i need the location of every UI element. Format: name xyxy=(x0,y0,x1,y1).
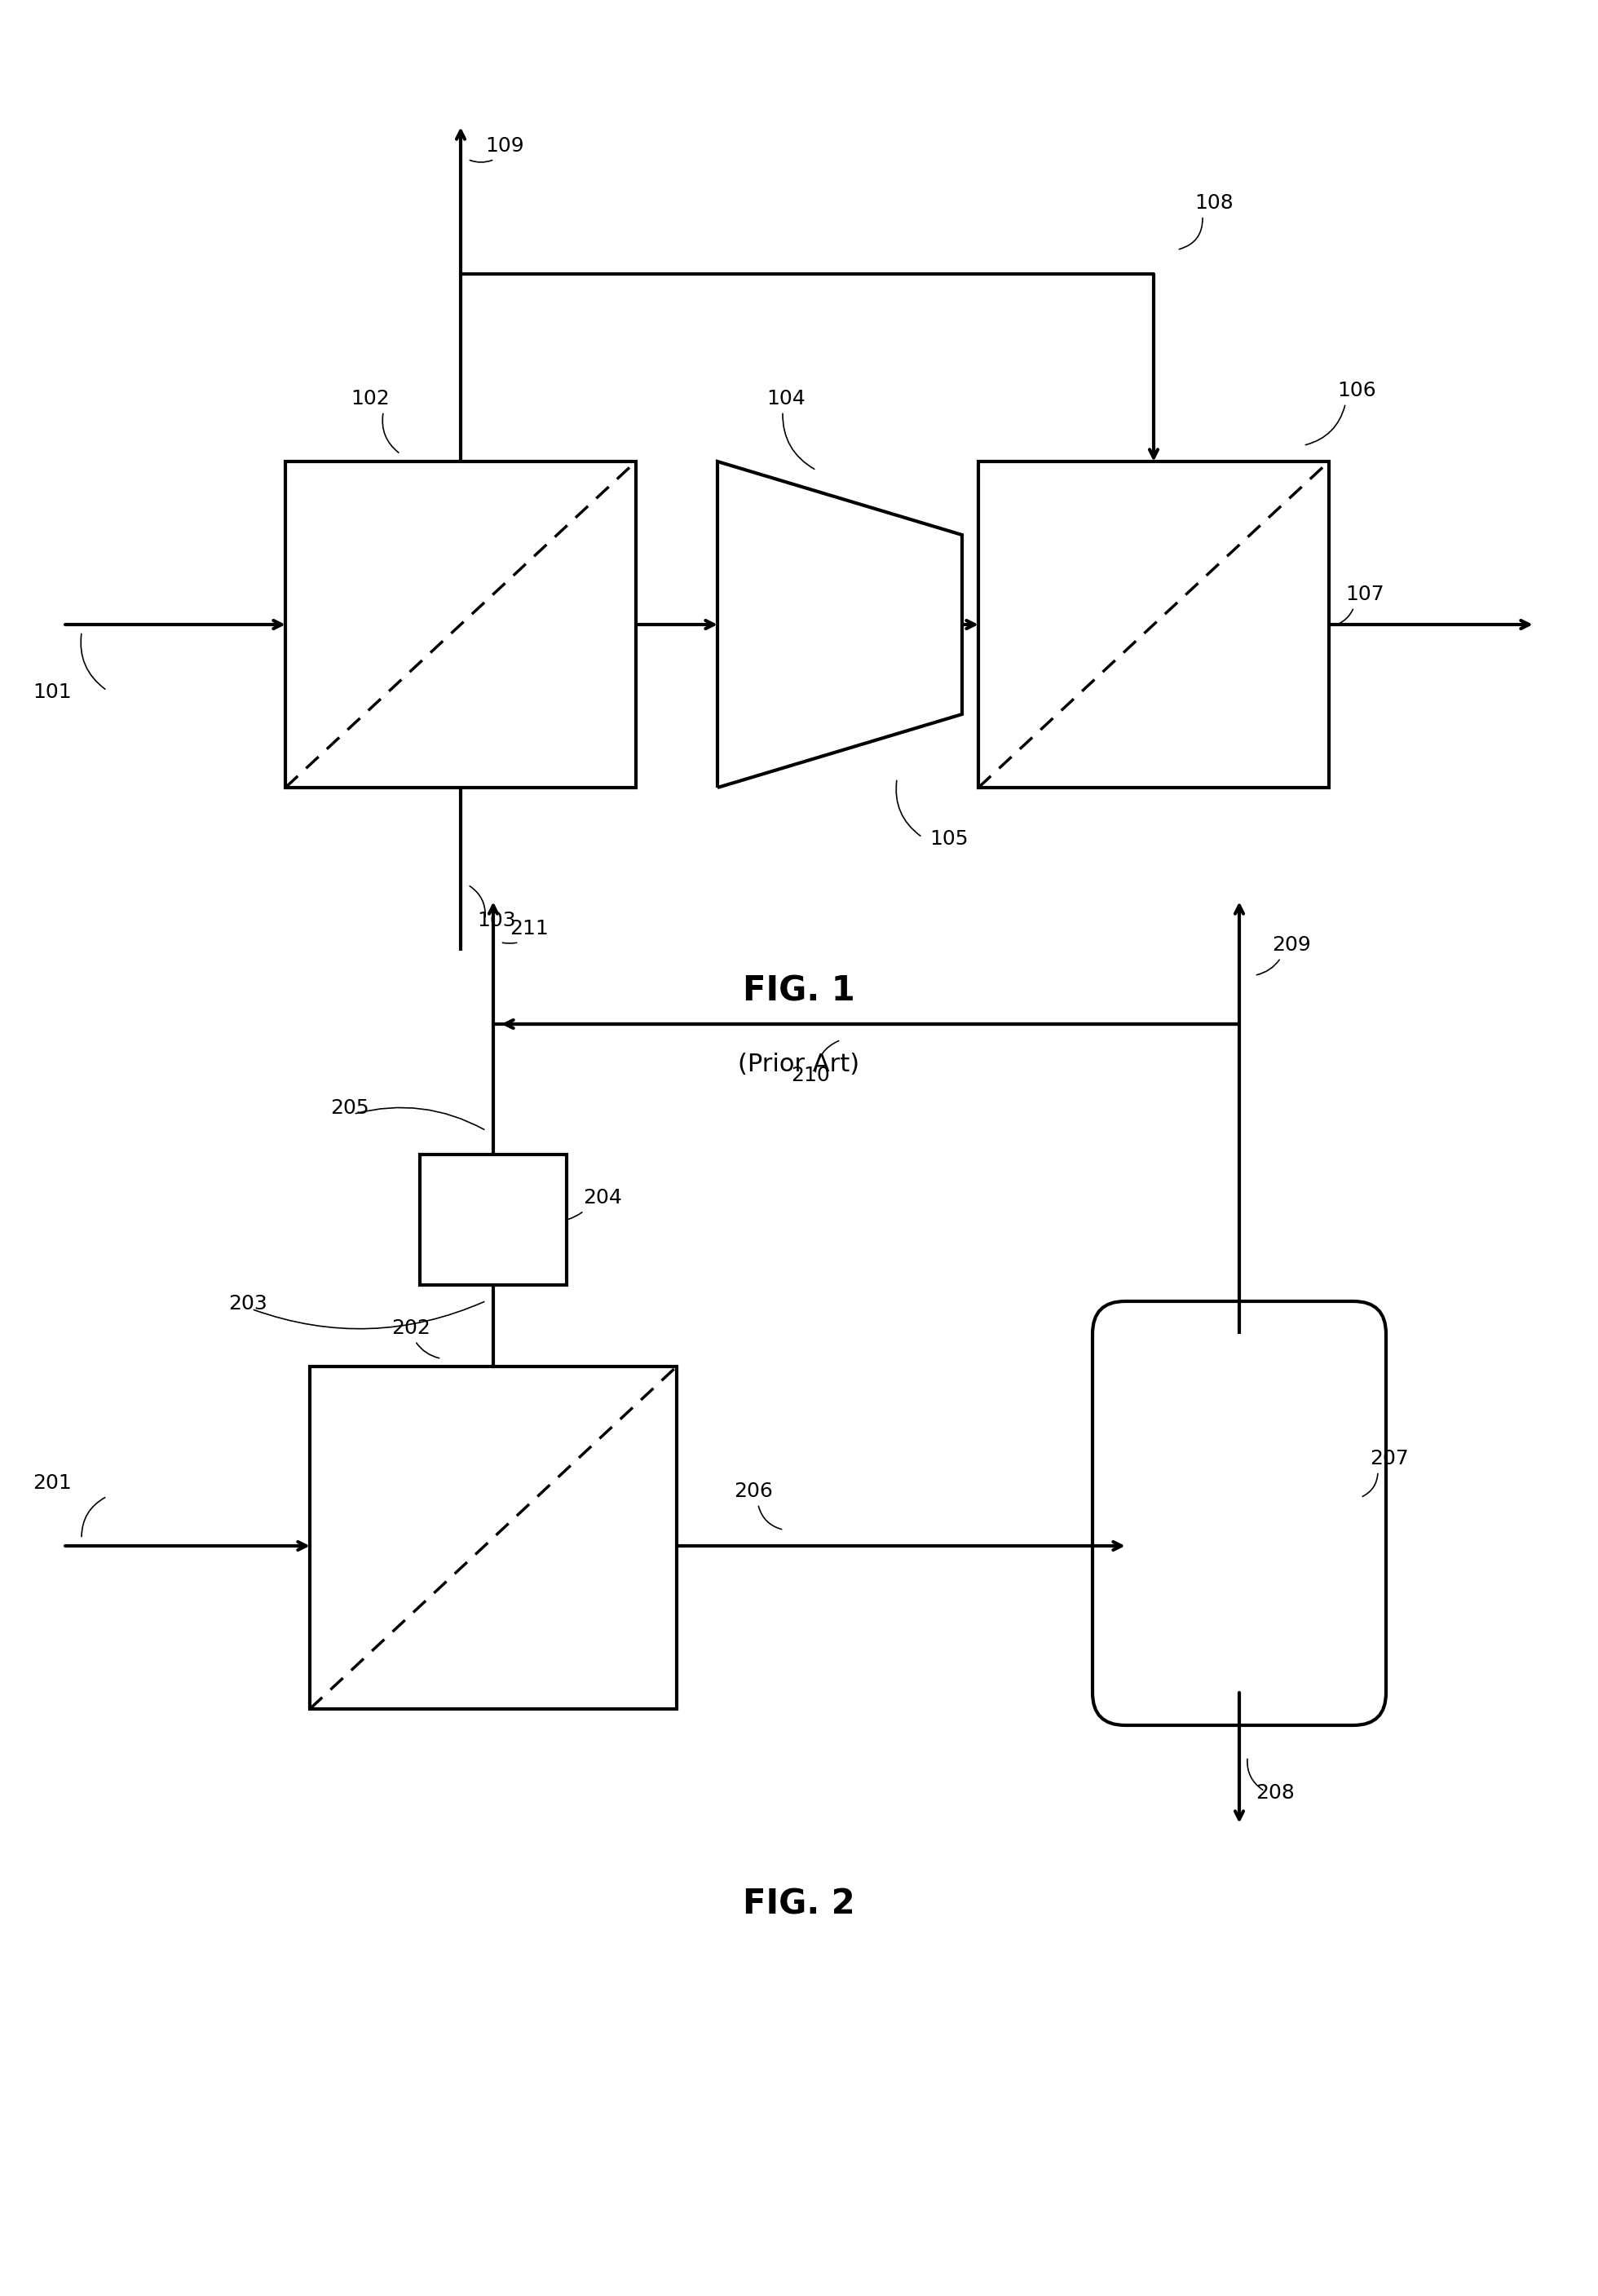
Text: 109: 109 xyxy=(486,135,524,156)
Bar xyxy=(310,1366,676,1708)
Text: 101: 101 xyxy=(32,682,72,703)
Text: 104: 104 xyxy=(767,388,805,409)
Text: 201: 201 xyxy=(32,1474,72,1492)
Text: 205: 205 xyxy=(331,1097,369,1118)
Text: 202: 202 xyxy=(392,1318,430,1339)
Text: 103: 103 xyxy=(476,912,516,930)
Text: 211: 211 xyxy=(510,918,548,939)
Text: FIG. 1: FIG. 1 xyxy=(743,974,855,1008)
Text: 209: 209 xyxy=(1272,934,1310,955)
Text: 102: 102 xyxy=(350,388,390,409)
Text: 107: 107 xyxy=(1346,585,1384,604)
Bar xyxy=(420,1155,567,1286)
Text: 206: 206 xyxy=(733,1481,773,1502)
Text: 105: 105 xyxy=(930,829,968,850)
Text: 207: 207 xyxy=(1369,1449,1409,1469)
Text: (Prior Art): (Prior Art) xyxy=(738,1054,860,1077)
Bar xyxy=(286,461,636,788)
FancyBboxPatch shape xyxy=(1093,1302,1385,1724)
Text: 203: 203 xyxy=(229,1295,267,1313)
Text: 208: 208 xyxy=(1256,1784,1294,1802)
Bar xyxy=(978,461,1330,788)
Text: 108: 108 xyxy=(1194,193,1234,214)
Text: 210: 210 xyxy=(791,1065,829,1086)
Text: 204: 204 xyxy=(583,1187,622,1208)
Text: 106: 106 xyxy=(1338,381,1376,400)
Text: FIG. 2: FIG. 2 xyxy=(743,1887,855,1922)
